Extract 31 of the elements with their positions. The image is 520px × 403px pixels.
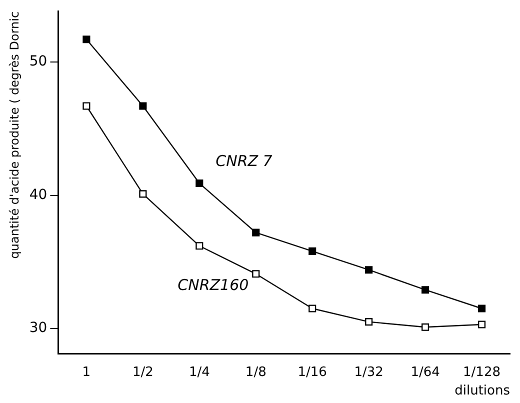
point [478, 320, 486, 328]
x-tick-label: 1 [82, 364, 91, 380]
point [82, 102, 90, 110]
x-tick-label: 1/8 [245, 364, 266, 380]
series-label: CNRZ 7 [216, 152, 273, 170]
point [252, 270, 260, 278]
point [139, 190, 147, 198]
y-tick-label: 40 [29, 186, 48, 203]
y-axis-title: quantité d'acide produite ( degrès Dornic [7, 11, 22, 259]
point [252, 228, 260, 236]
point [365, 318, 373, 326]
x-tick-label: 1/128 [463, 364, 500, 380]
point [422, 286, 430, 294]
point [308, 247, 316, 255]
point [196, 179, 204, 188]
point [422, 323, 430, 331]
x-tick-label: 1/4 [188, 364, 210, 380]
x-tick-label: 1/64 [410, 364, 440, 380]
point [196, 242, 204, 250]
series-label: CNRZ160 [178, 276, 249, 294]
x-tick-label: 1/16 [298, 364, 327, 380]
x-tick-label: 1/2 [132, 364, 154, 380]
y-tick-label: 50 [29, 54, 48, 70]
point [139, 102, 147, 110]
x-tick-label: 1/32 [354, 364, 384, 380]
point [82, 36, 90, 44]
point [308, 304, 316, 312]
x-axis-title: dilutions [454, 384, 510, 399]
point [478, 304, 486, 312]
point [365, 266, 373, 274]
y-tick-label: 30 [29, 320, 48, 336]
